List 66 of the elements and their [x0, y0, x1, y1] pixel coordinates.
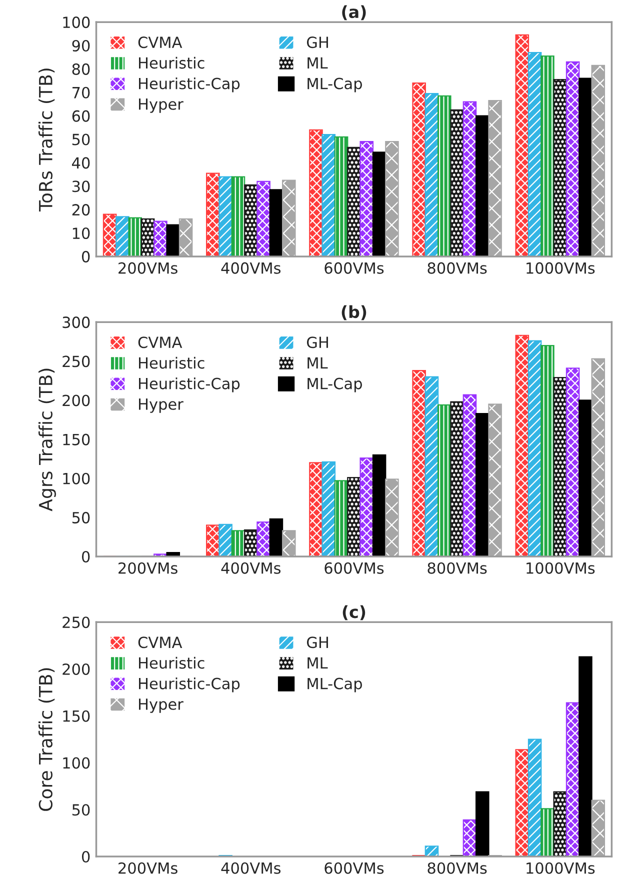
x-tick-label: 600VMs: [324, 562, 384, 574]
y-tick-label: 50: [72, 134, 90, 146]
legend-label: CVMA: [138, 36, 182, 48]
legend-label: Heuristic-Cap: [139, 678, 240, 692]
chart-title: (a): [342, 5, 366, 20]
y-tick-label: 200: [62, 663, 90, 676]
y-tick-label: 30: [72, 180, 90, 192]
legend-label: Hyper: [139, 398, 184, 413]
x-tick-label: 400VMs: [221, 862, 281, 874]
x-tick-label: 200VMs: [118, 562, 178, 574]
chart-title: (b): [342, 305, 366, 320]
x-tick-label: 200VMs: [118, 262, 178, 274]
legend-label: Heuristic: [139, 56, 204, 69]
y-tick-label: 70: [72, 86, 90, 98]
legend-label: GH: [306, 636, 328, 648]
x-tick-label: 800VMs: [428, 862, 487, 874]
y-tick-label: 300: [62, 316, 90, 328]
legend-label: Heuristic: [139, 356, 204, 369]
legend-label: ML-Cap: [308, 78, 362, 92]
y-tick-label: 0: [82, 850, 90, 863]
legend-label: ML: [308, 357, 328, 369]
y-tick-label: 100: [63, 16, 90, 28]
y-tick-label: 10: [72, 227, 90, 240]
y-axis-title: Core Traffic (TB): [38, 668, 55, 811]
y-tick-label: 50: [72, 512, 90, 524]
y-tick-label: 150: [63, 434, 90, 446]
x-tick-label: 600VMs: [324, 862, 384, 874]
x-tick-label: 1000VMs: [526, 262, 595, 274]
y-tick-label: 150: [63, 710, 90, 722]
legend-label: CVMA: [138, 336, 182, 348]
legend-label: ML-Cap: [308, 678, 362, 692]
legend-label: Heuristic: [139, 656, 204, 669]
legend-label: ML: [308, 57, 328, 68]
y-tick-label: 250: [62, 356, 90, 368]
x-tick-label: 800VMs: [428, 562, 487, 574]
legend-label: GH: [306, 36, 328, 48]
legend-label: Heuristic-Cap: [139, 377, 240, 392]
x-tick-label: 1000VMs: [526, 562, 595, 574]
y-axis-title: Agrs Traffic (TB): [38, 368, 56, 512]
x-tick-label: 400VMs: [221, 262, 281, 274]
x-tick-label: 800VMs: [428, 262, 487, 274]
y-tick-label: 0: [82, 250, 90, 262]
y-axis-title: ToRs Traffic (TB): [38, 68, 55, 212]
legend-label: ML-Cap: [308, 378, 362, 392]
y-tick-label: 60: [72, 110, 90, 122]
y-tick-label: 100: [63, 472, 90, 484]
y-tick-label: 250: [62, 616, 90, 628]
y-tick-label: 0: [82, 550, 90, 563]
x-tick-label: 400VMs: [221, 562, 281, 574]
legend-label: CVMA: [138, 636, 182, 648]
x-tick-label: 600VMs: [324, 262, 384, 274]
y-tick-label: 40: [72, 157, 90, 169]
legend-label: Hyper: [139, 698, 184, 713]
y-tick-label: 20: [72, 204, 90, 216]
legend-label: GH: [306, 336, 328, 348]
y-tick-label: 90: [72, 40, 90, 52]
legend-label: Heuristic-Cap: [139, 77, 240, 92]
legend-label: ML: [308, 657, 328, 669]
chart-title: (c): [342, 605, 366, 620]
y-tick-label: 200: [62, 394, 90, 406]
y-tick-label: 80: [72, 63, 90, 75]
x-tick-label: 200VMs: [118, 862, 178, 874]
y-tick-label: 50: [72, 804, 90, 816]
x-tick-label: 1000VMs: [526, 862, 595, 874]
y-tick-label: 100: [63, 757, 90, 769]
legend-label: Hyper: [139, 98, 184, 113]
